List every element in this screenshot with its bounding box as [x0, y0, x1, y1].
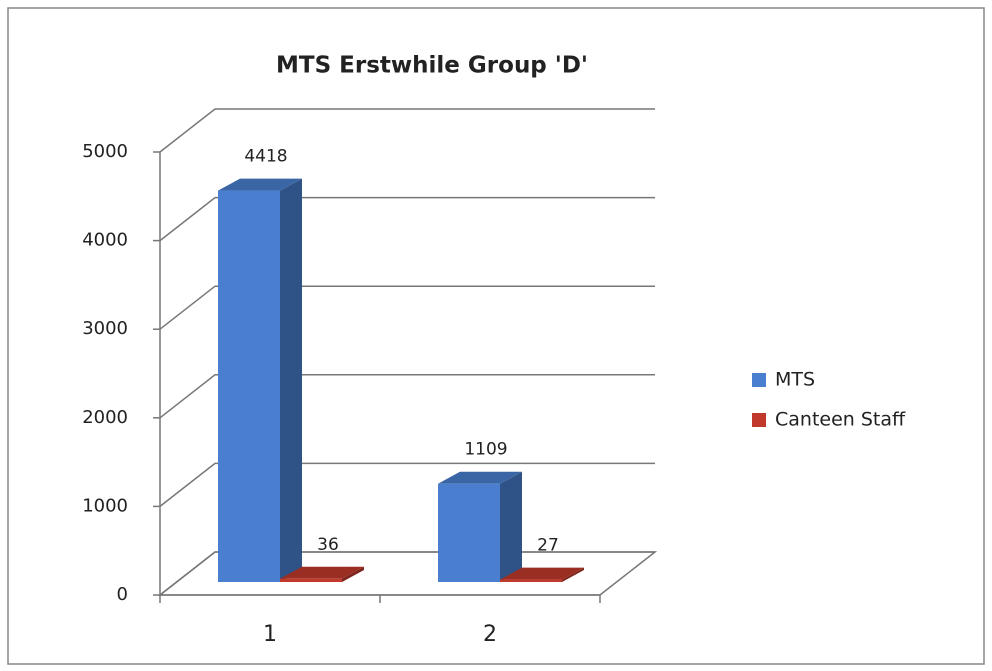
grid-line [159, 462, 655, 507]
y-tick-label: 5000 [82, 141, 128, 162]
grid-line [159, 374, 655, 419]
bar-side [342, 566, 364, 582]
value-label: 36 [317, 535, 339, 555]
x-tick-label: 1 [263, 622, 277, 647]
bar-top [280, 566, 364, 579]
bar-side [280, 178, 302, 583]
grid-line [159, 108, 655, 153]
grid-line [159, 285, 655, 330]
legend-swatch [752, 373, 766, 387]
legend-swatch [752, 413, 766, 427]
y-tick-label: 2000 [82, 407, 128, 428]
grid-line [159, 196, 655, 242]
bar-side [500, 471, 522, 582]
bar-top [218, 178, 302, 191]
y-tick-label: 3000 [82, 318, 128, 339]
legend-label: MTS [775, 369, 815, 391]
bar-front [280, 578, 342, 582]
bar-side [562, 567, 584, 582]
chart-title: MTS Erstwhile Group 'D' [276, 53, 588, 79]
bar-top [500, 567, 584, 580]
bar-front [500, 579, 562, 582]
bar [218, 178, 302, 583]
bar-top [438, 471, 522, 484]
x-tick-label: 2 [483, 622, 497, 647]
bar-front [438, 483, 500, 582]
y-tick-label: 0 [117, 584, 128, 605]
bar [438, 471, 522, 582]
value-label: 4418 [244, 147, 287, 167]
value-label: 1109 [464, 440, 507, 460]
y-tick-label: 4000 [82, 230, 128, 251]
legend-label: Canteen Staff [775, 409, 906, 431]
value-label: 27 [537, 536, 559, 556]
bar [280, 566, 364, 582]
bar [500, 567, 584, 582]
bar-front [218, 190, 280, 583]
y-tick-label: 1000 [82, 495, 128, 516]
